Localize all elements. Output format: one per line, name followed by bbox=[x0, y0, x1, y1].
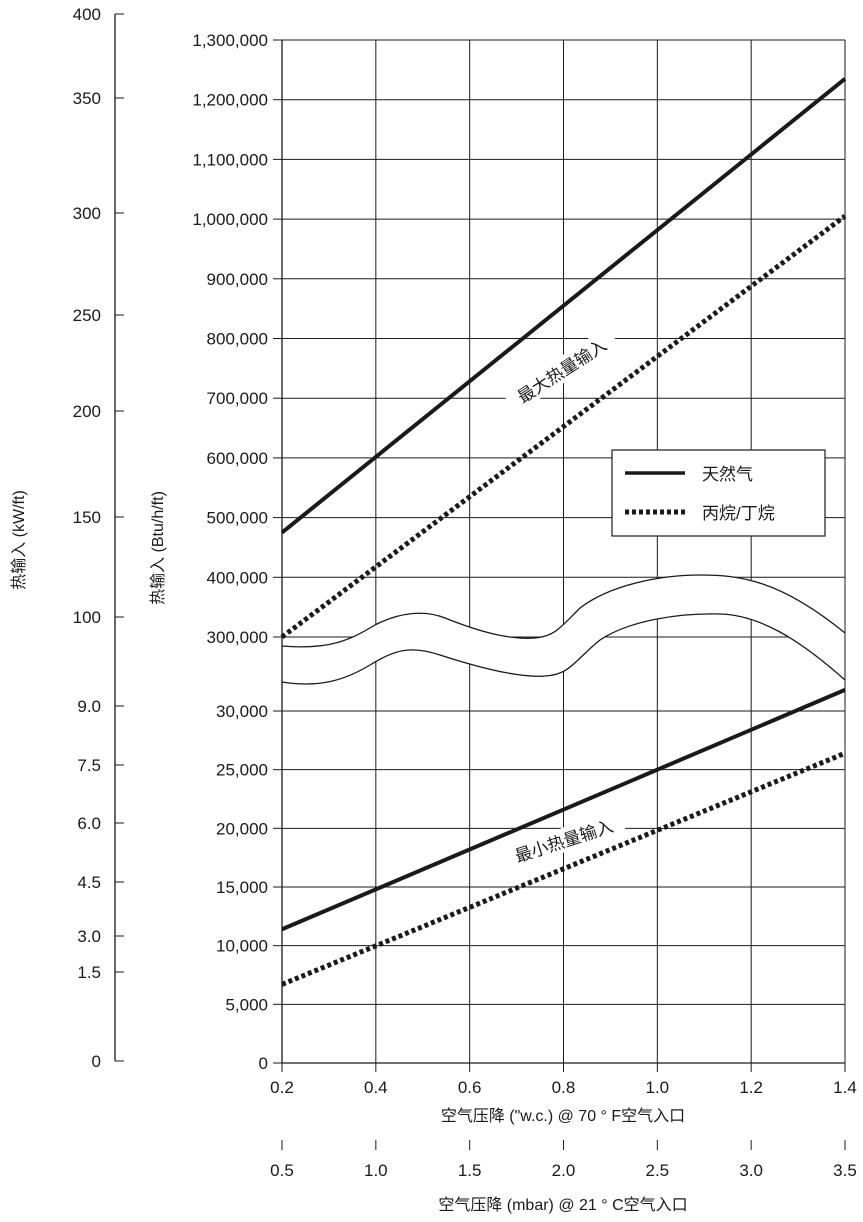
x-secondary-tick-label: 1.0 bbox=[364, 1161, 388, 1180]
x-secondary-tick-label: 2.5 bbox=[646, 1161, 670, 1180]
left-y-tick-label: 9.0 bbox=[77, 697, 101, 716]
left-y-tick-label: 4.5 bbox=[77, 873, 101, 892]
inner-y-tick-label: 10,000 bbox=[216, 937, 268, 956]
inner-y-tick-label: 400,000 bbox=[207, 568, 268, 587]
series-line-最大热量输入-丙烷/丁烷 bbox=[280, 214, 847, 640]
left-y-tick-label: 100 bbox=[73, 608, 101, 627]
axes bbox=[114, 13, 846, 1150]
inner-y-tick-label: 20,000 bbox=[216, 819, 268, 838]
legend-label-natural-gas: 天然气 bbox=[702, 465, 753, 484]
x-secondary-tick-label: 2.0 bbox=[552, 1161, 576, 1180]
svg-text:最大热量输入: 最大热量输入 bbox=[514, 336, 610, 407]
inner-y-tick-label: 1,300,000 bbox=[192, 31, 268, 50]
x-bottom-tick-label: 1.2 bbox=[739, 1078, 763, 1097]
inner-y-tick-label: 300,000 bbox=[207, 628, 268, 647]
inner-y-tick-label: 900,000 bbox=[207, 270, 268, 289]
left-y-tick-label: 0 bbox=[92, 1052, 101, 1071]
inner-y-tick-label: 800,000 bbox=[207, 330, 268, 349]
tick-labels: 300,000 400,000 500,000 600,000 700,000 800,0… bbox=[73, 5, 857, 1180]
x-bottom-tick-label: 1.0 bbox=[646, 1078, 670, 1097]
x-bottom-tick-label: 0.6 bbox=[458, 1078, 482, 1097]
inner-y-tick-label: 15,000 bbox=[216, 878, 268, 897]
x-bottom-tick-label: 0.4 bbox=[364, 1078, 388, 1097]
left-y-tick-label: 150 bbox=[73, 508, 101, 527]
series-lines bbox=[280, 77, 847, 987]
x-secondary-tick-label: 3.5 bbox=[833, 1161, 857, 1180]
legend-label-propane-butane: 丙烷/丁烷 bbox=[702, 504, 775, 523]
inner-y-tick-label: 600,000 bbox=[207, 449, 268, 468]
y-inner-axis-title: 热输入 (Btu/h/ft) bbox=[149, 491, 167, 605]
inner-y-tick-label: 1,000,000 bbox=[192, 210, 268, 229]
break-fill bbox=[282, 575, 845, 685]
left-y-tick-label: 200 bbox=[73, 402, 101, 421]
inner-y-tick-label: 1,100,000 bbox=[192, 150, 268, 169]
grid bbox=[281, 39, 846, 1064]
break-top-curve bbox=[281, 574, 846, 648]
x-bottom-tick-label: 0.8 bbox=[552, 1078, 576, 1097]
left-y-tick-label: 350 bbox=[73, 89, 101, 108]
break-bottom-curve bbox=[281, 613, 846, 685]
left-y-tick-label: 3.0 bbox=[77, 927, 101, 946]
left-y-tick-label: 6.0 bbox=[77, 814, 101, 833]
left-y-tick-label: 250 bbox=[73, 306, 101, 325]
series-line-最大热量输入-天然气 bbox=[280, 77, 847, 535]
y-left-axis-title: 热输入 (kW/ft) bbox=[10, 490, 28, 590]
inner-y-tick-label: 1,200,000 bbox=[192, 91, 268, 110]
x-secondary-tick-label: 3.0 bbox=[739, 1161, 763, 1180]
left-y-tick-label: 1.5 bbox=[77, 963, 101, 982]
inner-y-tick-label: 700,000 bbox=[207, 389, 268, 408]
left-y-tick-label: 7.5 bbox=[77, 756, 101, 775]
left-y-tick-label: 400 bbox=[73, 5, 101, 24]
inner-y-tick-label: 25,000 bbox=[216, 761, 268, 780]
x-secondary-axis-title: 空气压降 (mbar) @ 21 ° C空气入口 bbox=[438, 1196, 687, 1214]
series-line-最小热量输入-丙烷/丁烷 bbox=[281, 750, 846, 987]
x-secondary-tick-label: 1.5 bbox=[458, 1161, 482, 1180]
x-secondary-tick-label: 0.5 bbox=[270, 1161, 294, 1180]
x-bottom-axis-title: 空气压降 ("w.c.) @ 70 ° F空气入口 bbox=[441, 1107, 685, 1125]
legend: 天然气 丙烷/丁烷 bbox=[611, 449, 826, 537]
inner-y-tick-label: 500,000 bbox=[207, 509, 268, 528]
axis-break-band bbox=[281, 574, 846, 685]
left-y-tick-label: 300 bbox=[73, 204, 101, 223]
inner-y-tick-label: 5,000 bbox=[225, 995, 268, 1014]
x-bottom-tick-label: 0.2 bbox=[270, 1078, 294, 1097]
x-bottom-tick-label: 1.4 bbox=[833, 1078, 857, 1097]
inner-y-tick-label: 30,000 bbox=[216, 702, 268, 721]
inner-y-tick-label: 0 bbox=[259, 1054, 268, 1073]
series-line-最小热量输入-天然气 bbox=[281, 688, 846, 932]
